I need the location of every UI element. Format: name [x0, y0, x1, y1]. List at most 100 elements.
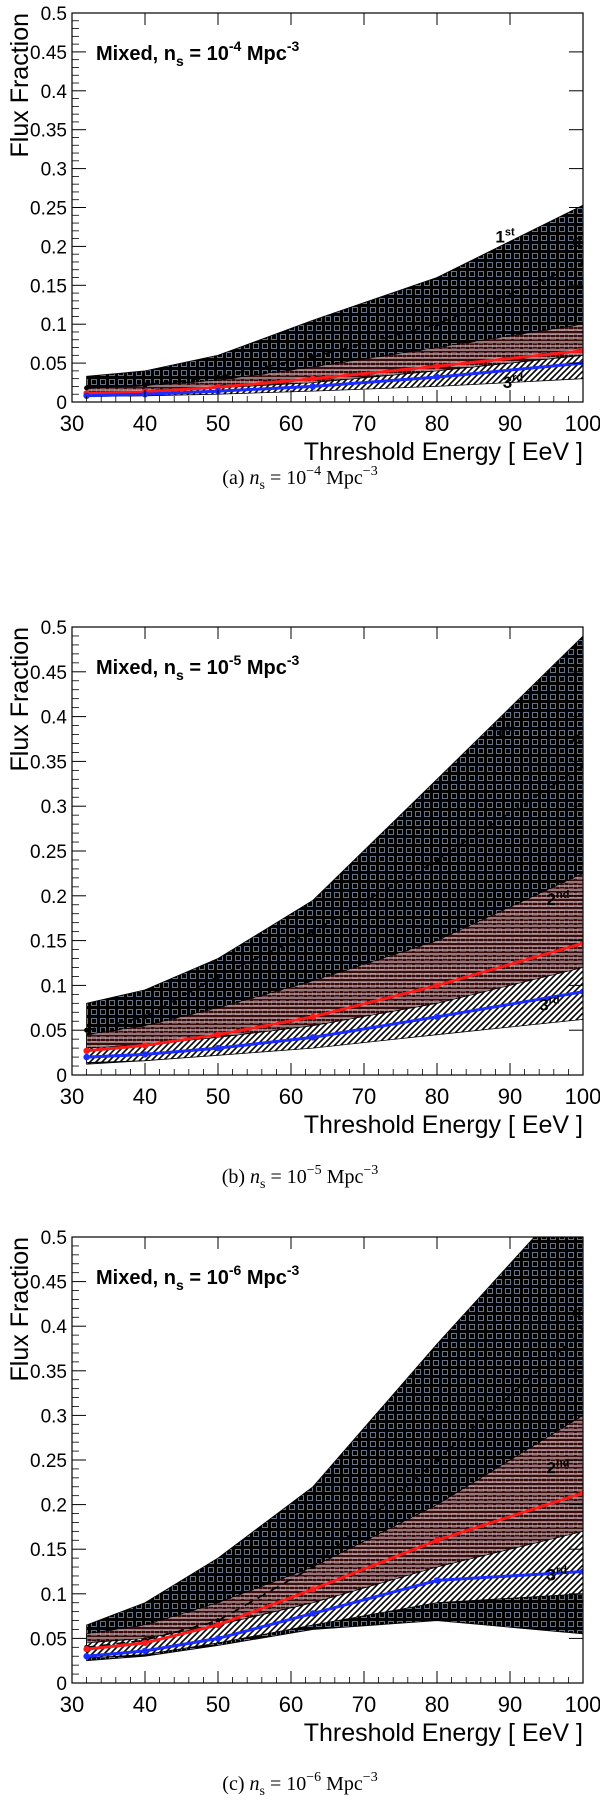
data-point-1st	[580, 1328, 583, 1334]
x-tick-label: 50	[206, 411, 230, 436]
chart-panel-2: 1st e 2nd 3rd 30 40 50 60 70 80 90 100 0 0.05 0.1 0.15 0…	[6, 618, 600, 1192]
y-tick-label: 0.3	[41, 797, 67, 818]
data-point-2nd	[579, 347, 583, 354]
data-point-2nd	[214, 1031, 222, 1038]
band-label: 2nd	[547, 1457, 570, 1477]
y-tick-label: 0.35	[30, 121, 67, 142]
chart-panel-1: 1st e 3rd 30 40 50 60 70 80 90 100 0 0.05 0.1 0.15 0.2 0…	[6, 4, 600, 493]
x-tick-label: 90	[498, 1084, 522, 1109]
x-tick-label: 40	[133, 1084, 157, 1109]
data-point-2nd	[141, 1639, 149, 1647]
series-line-2nd	[86, 1491, 583, 1651]
data-point-1st	[84, 1027, 90, 1033]
plot-annotation: Mixed, ns = 10-6 Mpc-3	[96, 1262, 300, 1293]
data-point-3rd	[141, 1647, 149, 1655]
data-point-2nd	[83, 1645, 90, 1653]
data-point-1st	[310, 1564, 316, 1570]
data-point-2nd	[579, 940, 583, 947]
y-tick-label: 0.35	[30, 1362, 67, 1383]
x-tick-label: 50	[206, 1692, 230, 1717]
data-point-3rd	[309, 1610, 317, 1617]
data-point-1st	[215, 973, 221, 979]
y-tick-label: 0.05	[30, 1629, 67, 1650]
x-tick-label: 100	[565, 1084, 600, 1109]
data-point-3rd	[214, 1044, 222, 1052]
panel-caption: (a) ns = 10−4 Mpc−3	[222, 464, 377, 493]
chart-panel-3: e 2nd 3rd 30 40 50 60 70 80 90 100 0 0.05 0.1 0.15 0.2 0…	[6, 1228, 600, 1799]
y-axis-title: Flux Fraction	[6, 1237, 34, 1381]
plot-annotation: Mixed, ns = 10-5 Mpc-3	[96, 652, 300, 683]
band-label: 3rd	[539, 994, 559, 1014]
x-tick-label: 100	[565, 1692, 600, 1717]
plot-annotation: Mixed, ns = 10-4 Mpc-3	[96, 38, 300, 69]
series-line-2nd	[86, 349, 583, 395]
y-tick-label: 0.2	[41, 237, 67, 258]
y-tick-label: 0.45	[30, 663, 67, 684]
y-tick-label: 0.25	[30, 199, 67, 220]
data-point-1st	[580, 261, 583, 267]
band-label: 1st	[495, 227, 515, 247]
x-tick-label: 70	[352, 1692, 376, 1717]
x-tick-label: 80	[425, 411, 449, 436]
series-line-1st	[86, 1330, 583, 1649]
x-tick-label: 40	[133, 411, 157, 436]
y-axis-title: Flux Fraction	[6, 13, 34, 157]
y-tick-label: 0.2	[41, 887, 67, 908]
y-tick-label: 0.1	[41, 1585, 67, 1606]
y-tick-label: 0.45	[30, 1273, 67, 1294]
data-point-2nd	[309, 1013, 317, 1020]
y-tick-label: 0.5	[41, 618, 67, 639]
data-point-2nd	[433, 982, 441, 989]
y-tick-label: 0	[56, 1674, 67, 1695]
y-tick-label: 0.2	[41, 1496, 67, 1517]
y-tick-label: 0.1	[41, 976, 67, 997]
x-tick-label: 30	[60, 411, 84, 436]
x-tick-label: 40	[133, 1692, 157, 1717]
series-line-1st	[86, 262, 583, 389]
data-point-3rd	[214, 1635, 222, 1642]
y-tick-label: 0	[56, 1066, 67, 1087]
band-label: 3rd	[547, 1564, 567, 1584]
x-axis-title: Threshold Energy [ EeV ]	[304, 438, 583, 466]
band-label: 2nd	[547, 889, 570, 909]
data-point-1st	[580, 763, 583, 769]
series-line-3rd	[86, 361, 583, 398]
series-line-3rd	[86, 990, 583, 1059]
panel-caption: (c) ns = 10−6 Mpc−3	[222, 1770, 377, 1799]
y-tick-label: 0.35	[30, 752, 67, 773]
y-tick-label: 0.4	[41, 82, 68, 103]
y-tick-label: 0.05	[30, 354, 67, 375]
y-tick-label: 0.4	[41, 1317, 68, 1338]
band-label: e	[572, 1302, 581, 1321]
x-axis-title: Threshold Energy [ EeV ]	[304, 1719, 583, 1747]
y-axis-title: Flux Fraction	[6, 627, 34, 771]
y-tick-label: 0.5	[41, 4, 67, 25]
band-label: 1st	[495, 723, 515, 743]
band-label: e	[572, 728, 581, 747]
data-point-3rd	[433, 1013, 441, 1020]
data-point-3rd	[83, 1053, 90, 1061]
data-point-3rd	[579, 988, 583, 995]
x-tick-label: 70	[352, 411, 376, 436]
y-tick-label: 0.05	[30, 1021, 67, 1042]
y-tick-label: 0.3	[41, 1406, 67, 1427]
data-point-1st	[215, 374, 221, 380]
data-point-2nd	[309, 1586, 317, 1593]
data-point-2nd	[579, 1489, 583, 1497]
y-tick-label: 0	[56, 393, 67, 414]
data-point-3rd	[309, 383, 317, 390]
data-point-2nd	[141, 1042, 149, 1049]
y-tick-label: 0.25	[30, 842, 67, 863]
y-tick-label: 0.3	[41, 160, 67, 181]
y-tick-label: 0.15	[30, 1540, 67, 1561]
data-point-1st	[310, 929, 316, 935]
x-tick-label: 80	[425, 1692, 449, 1717]
x-tick-label: 60	[279, 1084, 303, 1109]
data-point-3rd	[83, 392, 90, 399]
x-tick-label: 30	[60, 1692, 84, 1717]
series-line-1st	[86, 765, 583, 1031]
x-tick-label: 30	[60, 1084, 84, 1109]
x-tick-label: 100	[565, 411, 600, 436]
x-tick-label: 50	[206, 1084, 230, 1109]
